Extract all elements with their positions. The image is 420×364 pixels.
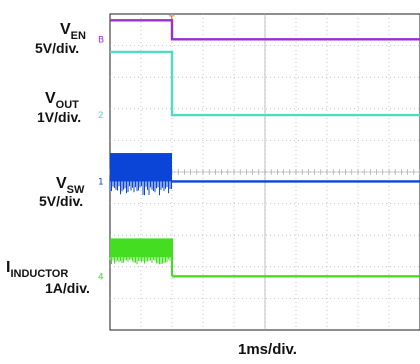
channel-label-vsw: VSW 5V/div.: [39, 175, 85, 209]
trace-en: B: [98, 19, 420, 45]
trace-line: [110, 19, 420, 41]
x-axis-label: 1ms/div.: [238, 341, 297, 358]
svg-text:VOUT: VOUT: [45, 90, 79, 111]
channel-label-vout: VOUT 1V/div.: [37, 90, 81, 125]
channel-label-iinductor: IINDUCTOR 1A/div.: [6, 259, 90, 296]
trace-out: 2: [98, 50, 420, 121]
channel-scale-ven: 5V/div.: [35, 40, 79, 56]
channel-scale-iinductor: 1A/div.: [45, 280, 90, 296]
switching-noise: [109, 257, 172, 265]
trace-inductor: 4: [98, 238, 420, 282]
trace-sw: 1: [98, 153, 420, 196]
channel-marker: 4: [98, 272, 104, 282]
switching-noise: [109, 181, 172, 196]
trace-line: [110, 50, 420, 117]
svg-text:IINDUCTOR: IINDUCTOR: [6, 259, 68, 280]
switching-block: [110, 153, 172, 182]
svg-text:VEN: VEN: [60, 21, 86, 42]
channel-marker: 2: [98, 111, 104, 121]
channel-label-ven: VEN 5V/div.: [35, 21, 86, 56]
channel-scale-vout: 1V/div.: [37, 109, 81, 125]
switching-block: [110, 238, 172, 258]
channel-marker: 1: [98, 177, 104, 187]
svg-text:VSW: VSW: [56, 175, 85, 196]
channel-marker: B: [98, 35, 104, 45]
channel-scale-vsw: 5V/div.: [39, 193, 83, 209]
